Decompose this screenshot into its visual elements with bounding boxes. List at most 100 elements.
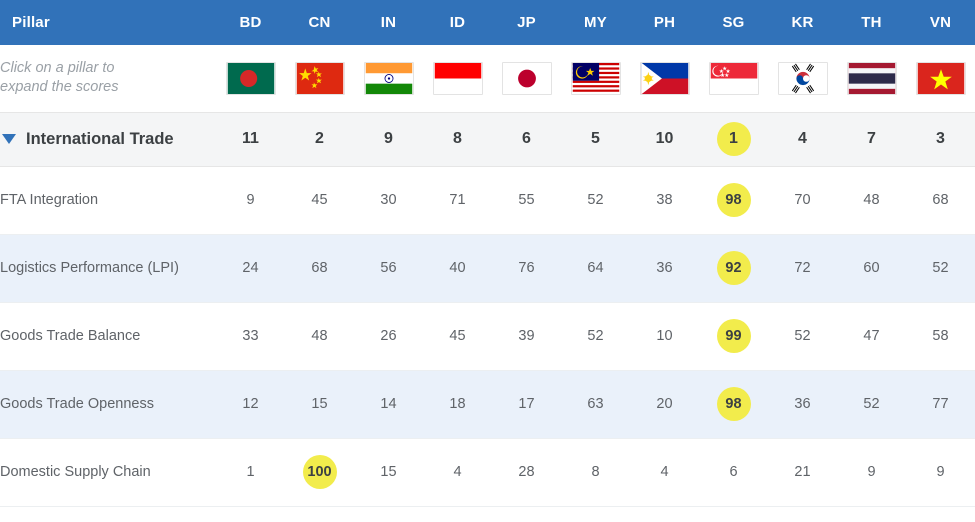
indicator-value-kr: 36 bbox=[794, 396, 811, 412]
column-header-bd: BD bbox=[239, 14, 262, 31]
table-row[interactable]: Logistics Performance (LPI) 24 68 56 40 76 64 3… bbox=[0, 234, 975, 302]
indicator-value-ph: 36 bbox=[656, 260, 673, 276]
indicator-value-th: 48 bbox=[863, 192, 880, 208]
flag-indonesia-icon bbox=[432, 61, 483, 95]
highlight-badge: 100 bbox=[302, 455, 337, 489]
indicator-value-vn: 9 bbox=[936, 464, 945, 480]
pillar-row[interactable]: International Trade 11 2 9 8 6 5 10 1 4 7 3 bbox=[0, 112, 975, 166]
indicator-value-sg: 99 bbox=[699, 302, 768, 370]
pillar-value-bd: 11 bbox=[242, 130, 259, 147]
flag-vietnam-icon bbox=[915, 61, 966, 95]
column-header-id: ID bbox=[449, 14, 466, 31]
indicator-value-th: 52 bbox=[863, 396, 880, 412]
pillar-title: International Trade bbox=[26, 129, 174, 148]
indicator-value-in: 14 bbox=[380, 396, 397, 412]
flag-cell-my bbox=[561, 45, 630, 112]
flag-cell-kr bbox=[768, 45, 837, 112]
flag-cell-sg bbox=[699, 45, 768, 112]
indicator-value-bd: 12 bbox=[242, 396, 259, 412]
flag-bangladesh-icon bbox=[225, 61, 276, 95]
indicator-value-id: 18 bbox=[449, 396, 466, 412]
indicator-name: Logistics Performance (LPI) bbox=[0, 260, 179, 276]
indicator-value-kr: 52 bbox=[794, 328, 811, 344]
hint-cell: Click on a pillar to expand the scores bbox=[0, 45, 216, 112]
column-header-jp: JP bbox=[517, 14, 536, 31]
indicator-value-kr: 72 bbox=[794, 260, 811, 276]
indicator-value-th: 9 bbox=[867, 464, 876, 480]
highlight-badge: 98 bbox=[716, 183, 751, 217]
highlight-badge: 99 bbox=[716, 319, 751, 353]
flag-malaysia-icon bbox=[570, 61, 621, 95]
table-row[interactable]: FTA Integration 9 45 30 71 55 52 38 98 70 48 68 bbox=[0, 166, 975, 234]
indicator-value-my: 64 bbox=[587, 260, 604, 276]
indicator-value-cn: 45 bbox=[311, 192, 328, 208]
indicator-value-sg: 98 bbox=[699, 370, 768, 438]
pillar-value-vn: 3 bbox=[936, 130, 945, 147]
hint-line-2: expand the scores bbox=[0, 79, 119, 96]
highlight-badge: 92 bbox=[716, 251, 751, 285]
flag-cell-jp bbox=[492, 45, 561, 112]
table-row[interactable]: Goods Trade Openness 12 15 14 18 17 63 20 98 36 52… bbox=[0, 370, 975, 438]
pillar-value-th: 7 bbox=[867, 130, 876, 147]
column-header-vn: VN bbox=[929, 14, 952, 31]
indicator-value-my: 8 bbox=[591, 464, 600, 480]
indicator-name: Goods Trade Balance bbox=[0, 328, 141, 344]
indicator-value-vn: 58 bbox=[932, 328, 949, 344]
indicator-value-th: 47 bbox=[863, 328, 880, 344]
table-body: Click on a pillar to expand the scores I… bbox=[0, 45, 975, 506]
indicator-value-id: 71 bbox=[449, 192, 466, 208]
highlight-badge: 98 bbox=[716, 387, 751, 421]
table-row[interactable]: Domestic Supply Chain 1 100 15 4 28 8 4 6 21 9 9 bbox=[0, 438, 975, 506]
flag-singapore-icon bbox=[708, 61, 759, 95]
indicator-value-cn: 48 bbox=[311, 328, 328, 344]
indicator-value-kr: 70 bbox=[794, 192, 811, 208]
indicator-name: Domestic Supply Chain bbox=[0, 464, 151, 480]
column-header-cn: CN bbox=[308, 14, 331, 31]
flag-row: Click on a pillar to expand the scores bbox=[0, 45, 975, 112]
pillar-value-cn: 2 bbox=[315, 130, 324, 147]
flag-cell-ph bbox=[630, 45, 699, 112]
triangle-down-icon[interactable] bbox=[2, 134, 16, 144]
indicator-value-id: 45 bbox=[449, 328, 466, 344]
indicator-value-cn: 100 bbox=[285, 438, 354, 506]
indicator-value-sg: 98 bbox=[699, 166, 768, 234]
pillar-value-id: 8 bbox=[453, 130, 462, 147]
indicator-value-my: 63 bbox=[587, 396, 604, 412]
pillar-value-in: 9 bbox=[384, 130, 393, 147]
highlight-badge: 1 bbox=[716, 122, 751, 156]
indicator-value-ph: 38 bbox=[656, 192, 673, 208]
indicator-value-bd: 9 bbox=[246, 192, 255, 208]
indicator-value-kr: 21 bbox=[794, 464, 811, 480]
indicator-value-ph: 20 bbox=[656, 396, 673, 412]
indicator-value-ph: 4 bbox=[660, 464, 669, 480]
flag-japan-icon bbox=[501, 61, 552, 95]
indicator-value-bd: 1 bbox=[246, 464, 255, 480]
indicator-value-jp: 55 bbox=[518, 192, 535, 208]
pillar-name-cell[interactable]: International Trade bbox=[0, 112, 216, 166]
flag-cell-id bbox=[423, 45, 492, 112]
indicator-value-th: 60 bbox=[863, 260, 880, 276]
indicator-value-vn: 52 bbox=[932, 260, 949, 276]
indicator-value-jp: 39 bbox=[518, 328, 535, 344]
column-header-sg: SG bbox=[722, 14, 745, 31]
indicator-value-sg: 6 bbox=[729, 464, 738, 480]
pillar-value-sg: 1 bbox=[699, 112, 768, 166]
indicator-value-cn: 15 bbox=[311, 396, 328, 412]
indicator-value-id: 4 bbox=[453, 464, 462, 480]
indicator-value-jp: 17 bbox=[518, 396, 535, 412]
flag-thailand-icon bbox=[846, 61, 897, 95]
flag-south-korea-icon bbox=[777, 61, 828, 95]
indicator-value-in: 30 bbox=[380, 192, 397, 208]
indicator-value-vn: 68 bbox=[932, 192, 949, 208]
column-header-th: TH bbox=[861, 14, 882, 31]
pillar-value-jp: 6 bbox=[522, 130, 531, 147]
indicator-value-bd: 33 bbox=[242, 328, 259, 344]
indicator-value-id: 40 bbox=[449, 260, 466, 276]
indicator-value-in: 26 bbox=[380, 328, 397, 344]
flag-cell-vn bbox=[906, 45, 975, 112]
scores-table: Pillar BD CN IN ID JP MY PH SG KR TH VN Click on a… bbox=[0, 0, 975, 506]
column-header-pillar: Pillar bbox=[12, 14, 50, 31]
table-row[interactable]: Goods Trade Balance 33 48 26 45 39 52 10 99 52 47 5… bbox=[0, 302, 975, 370]
indicator-value-jp: 28 bbox=[518, 464, 535, 480]
